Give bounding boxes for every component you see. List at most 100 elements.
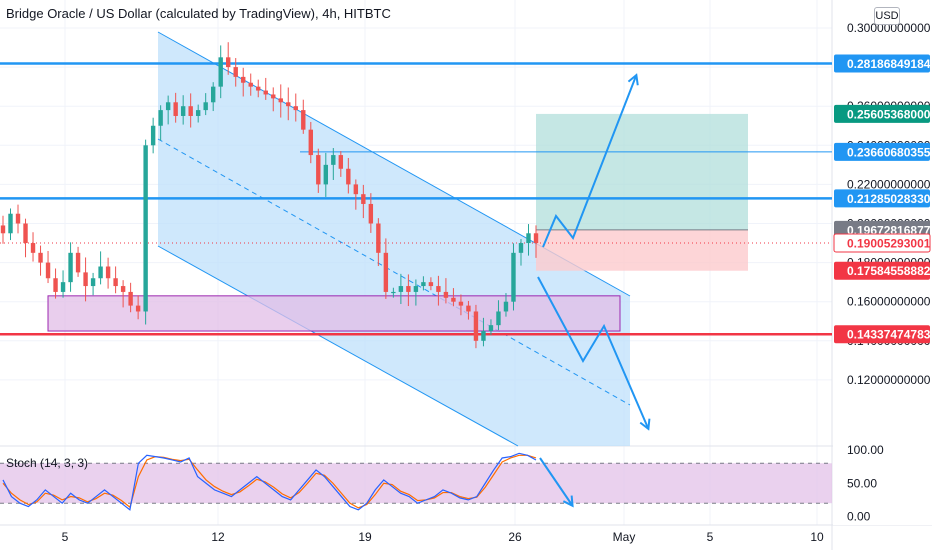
price-tag <box>834 325 930 344</box>
stop-zone <box>536 229 748 271</box>
candle-body <box>203 102 208 111</box>
foreground-drawings <box>537 76 648 428</box>
candle-body <box>428 282 434 287</box>
candle-body <box>511 252 516 302</box>
candle-body <box>30 243 36 253</box>
candle-body <box>210 86 216 103</box>
candle-body <box>38 252 43 263</box>
candle-body <box>323 164 329 185</box>
candle-body <box>53 278 58 292</box>
candle-body <box>98 266 103 279</box>
candle-body <box>60 282 66 292</box>
candle-body <box>180 106 186 116</box>
time-tick-label: 10 <box>810 530 824 544</box>
price-axis[interactable]: 0.120000000000.140000000000.160000000000… <box>833 0 932 525</box>
candle-body <box>68 252 73 283</box>
price-tag-label: 0.14337474783 <box>847 328 931 342</box>
candle-body <box>0 225 6 234</box>
candle-body <box>135 305 141 312</box>
candle-body <box>398 286 404 292</box>
candle-body <box>338 155 344 169</box>
time-tick-label: 19 <box>358 530 372 544</box>
candle-body <box>233 67 238 77</box>
time-tick-label: 5 <box>62 530 69 544</box>
candles-layer <box>0 42 539 349</box>
price-tick-label: 0.22000000000 <box>847 177 931 191</box>
price-tag <box>833 233 931 253</box>
candle-body <box>158 110 163 126</box>
stoch-tick-label: 50.00 <box>847 476 877 490</box>
candle-body <box>526 233 531 244</box>
candle-body <box>293 106 298 111</box>
price-tag-label: 0.23660680355 <box>847 145 931 159</box>
candle-body <box>75 252 81 273</box>
candle-body <box>248 82 253 87</box>
price-tag-label: 0.17584558882 <box>847 264 931 278</box>
candle-body <box>458 301 464 306</box>
candle-body <box>128 291 133 306</box>
chart-title: Bridge Oracle / US Dollar (calculated by… <box>6 6 391 21</box>
candle-body <box>406 286 411 292</box>
bearish-arrow <box>537 276 648 428</box>
candle-body <box>436 286 441 292</box>
target-zone <box>536 113 748 230</box>
candle-body <box>533 233 539 244</box>
price-tag <box>834 189 930 208</box>
candle-body <box>278 98 283 103</box>
candle-body <box>473 311 479 341</box>
candle-body <box>226 57 231 68</box>
stochastic-label: Stoch (14, 3, 3) <box>6 456 89 470</box>
candle-body <box>466 305 471 312</box>
time-axis[interactable]: 5 12 19 26 May 5 10 <box>62 530 824 544</box>
candle-body <box>286 102 291 107</box>
price-tick-label: 0.30000000000 <box>847 21 931 35</box>
candle-body <box>143 145 148 312</box>
candle-body <box>195 110 201 116</box>
currency-button[interactable]: USD <box>874 7 900 25</box>
time-tick-label: 12 <box>211 530 225 544</box>
price-tag-label: 0.28186849184 <box>847 57 931 71</box>
price-tag-label: 0.21285028330 <box>847 192 931 206</box>
candle-body <box>443 291 449 298</box>
candle-body <box>188 106 193 116</box>
price-tag <box>834 142 930 161</box>
price-tag <box>834 261 930 280</box>
demand-zone <box>47 295 621 332</box>
candle-body <box>346 168 351 185</box>
candle-body <box>383 252 389 292</box>
candle-body <box>120 286 126 292</box>
candle-body <box>263 90 268 95</box>
candle-body <box>150 125 156 146</box>
bullish-arrow <box>542 76 636 248</box>
price-tick-label: 0.12000000000 <box>847 373 931 387</box>
time-tick-label: 5 <box>707 530 714 544</box>
candle-body <box>218 57 223 87</box>
candle-body <box>105 266 111 279</box>
candle-body <box>376 223 381 253</box>
channel-lower-line <box>157 245 519 447</box>
candle-body <box>271 94 276 99</box>
price-tag-label: 0.25605368000 <box>847 107 931 121</box>
candle-body <box>481 331 486 341</box>
candle-body <box>391 291 396 294</box>
candle-body <box>23 223 28 244</box>
channel-mid-line <box>157 138 631 406</box>
stoch-k-line <box>2 452 537 511</box>
candle-body <box>518 243 524 253</box>
time-tick-label: 26 <box>508 530 522 544</box>
channel-fill <box>158 32 630 446</box>
candle-body <box>241 76 246 83</box>
price-tag <box>834 104 930 123</box>
candle-body <box>173 102 178 116</box>
stoch-tick-label: 0.00 <box>847 510 871 524</box>
candle-body <box>496 311 501 326</box>
candle-body <box>421 282 426 287</box>
candle-body <box>83 272 88 287</box>
candle-body <box>308 129 313 156</box>
candle-body <box>256 86 261 91</box>
price-tick-label: 0.16000000000 <box>847 295 931 309</box>
stoch-arrow <box>539 457 572 505</box>
candle-body <box>90 278 96 287</box>
time-tick-label: May <box>613 530 636 544</box>
